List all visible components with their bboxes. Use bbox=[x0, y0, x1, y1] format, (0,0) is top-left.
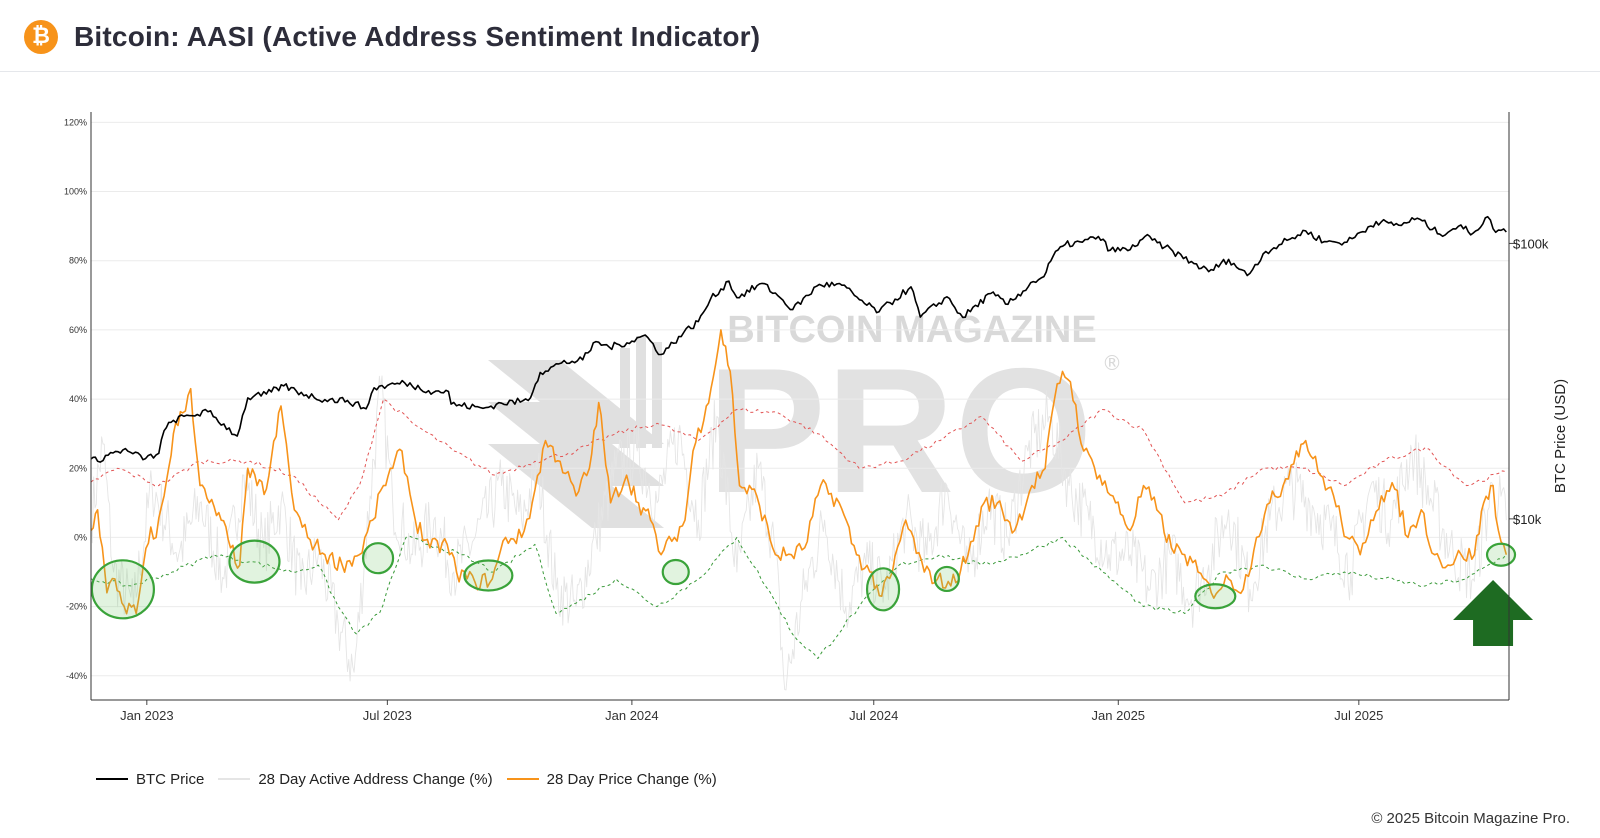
gridlines bbox=[91, 121, 1509, 677]
y-left-tick-label: -20% bbox=[66, 602, 87, 612]
series-line-lower-band-green-dotted bbox=[90, 535, 1507, 659]
legend-swatch-price-change bbox=[506, 778, 539, 780]
x-tick-label: Jul 2025 bbox=[1334, 708, 1383, 723]
legend-swatch-btc-price bbox=[96, 778, 128, 780]
highlight-low-5 bbox=[661, 558, 690, 586]
highlight-low-1 bbox=[90, 559, 155, 620]
y-left-tick-label: 40% bbox=[69, 394, 87, 404]
copyright: © 2025 Bitcoin Magazine Pro. bbox=[1371, 810, 1570, 827]
x-tick-label: Jan 2025 bbox=[1092, 708, 1146, 723]
chart[interactable]: BITCOIN MAGAZINE PRO ® -40% -20% 0% 20% 40% 6… bbox=[0, 72, 1600, 762]
series-line-28-day-price-change bbox=[90, 329, 1508, 615]
series-line-upper-band-red-dotted bbox=[90, 398, 1507, 521]
y-axis-left: -40% -20% 0% 20% 40% 60% 80% 100% 120% bbox=[64, 117, 87, 680]
highlight-low-9 bbox=[1485, 542, 1517, 567]
plot-frame bbox=[90, 112, 1510, 701]
legend: BTC Price 28 Day Active Address Change (… bbox=[96, 768, 731, 790]
legend-item-btc-price[interactable]: BTC Price bbox=[96, 771, 204, 788]
y-right-tick-label: $10k bbox=[1513, 512, 1542, 527]
legend-item-active-address[interactable]: 28 Day Active Address Change (%) bbox=[218, 770, 493, 788]
legend-swatch-active-address bbox=[218, 778, 251, 780]
buy-signal-arrow bbox=[1453, 580, 1534, 646]
y-left-tick-label: 80% bbox=[69, 256, 87, 266]
x-axis: Jan 2023 Jul 2023 Jan 2024 Jul 2024 Jan 2025… bbox=[120, 700, 1383, 723]
page-title: Bitcoin: AASI (Active Address Sentiment … bbox=[74, 21, 761, 52]
watermark-mark: ® bbox=[1102, 351, 1122, 375]
watermark: BITCOIN MAGAZINE PRO ® bbox=[488, 309, 1122, 530]
y-left-tick-label: 20% bbox=[69, 463, 87, 473]
x-tick-label: Jul 2024 bbox=[849, 708, 898, 723]
y-right-tick-label: $100k bbox=[1513, 236, 1549, 251]
y-left-tick-label: 120% bbox=[64, 117, 87, 127]
series-line-28-day-active-address-change bbox=[90, 375, 1507, 691]
series-line-btc-price bbox=[90, 215, 1507, 463]
legend-label-price-change: 28 Day Price Change (%) bbox=[546, 770, 717, 788]
header: ₿ Bitcoin: AASI (Active Address Sentimen… bbox=[0, 0, 1600, 72]
y-left-tick-label: -40% bbox=[66, 671, 87, 681]
highlight-low-3 bbox=[361, 542, 395, 575]
bitcoin-icon: ₿ bbox=[24, 20, 58, 54]
highlight-low-6 bbox=[865, 567, 901, 612]
highlight-low-8 bbox=[1194, 583, 1237, 610]
x-tick-label: Jul 2023 bbox=[363, 708, 412, 723]
y-left-tick-label: 0% bbox=[74, 532, 87, 542]
legend-label-active-address: 28 Day Active Address Change (%) bbox=[258, 770, 493, 788]
y-axis-right-label: BTC Price (USD) bbox=[1552, 379, 1569, 493]
highlight-low-4 bbox=[463, 559, 514, 592]
y-left-tick-label: 60% bbox=[69, 325, 87, 335]
x-tick-label: Jan 2023 bbox=[120, 708, 174, 723]
series bbox=[90, 215, 1508, 691]
highlight-low-7 bbox=[933, 565, 960, 593]
legend-label-btc-price: BTC Price bbox=[136, 770, 205, 788]
y-axis-right: $10k $100k bbox=[1509, 236, 1549, 527]
highlight-low-2 bbox=[228, 539, 281, 584]
x-tick-label: Jan 2024 bbox=[605, 708, 659, 723]
legend-item-price-change[interactable]: 28 Day Price Change (%) bbox=[506, 770, 717, 788]
y-left-tick-label: 100% bbox=[64, 187, 87, 197]
annotations bbox=[90, 539, 1534, 646]
